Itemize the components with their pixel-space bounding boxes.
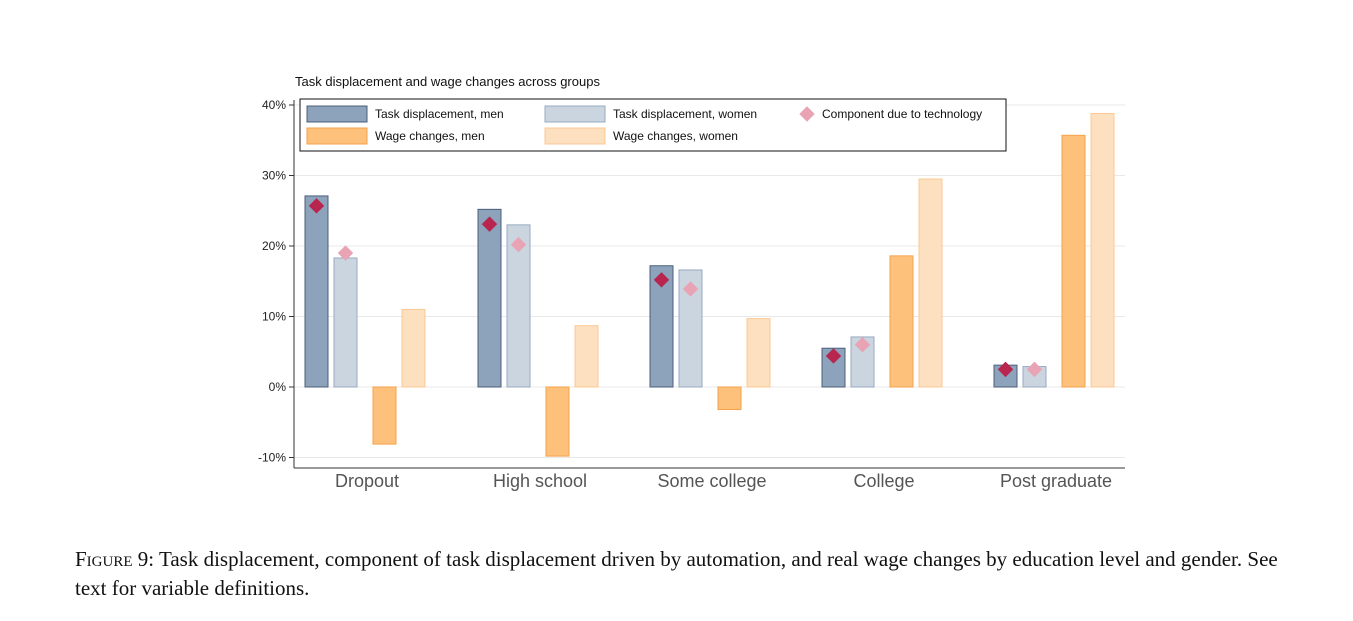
chart-title: Task displacement and wage changes acros… [295,74,600,89]
x-category-label: High school [493,471,587,491]
technology-marker [481,216,498,232]
bar [477,208,502,388]
technology-marker [337,245,354,261]
legend-marker [799,106,815,122]
gridlines [294,104,1125,458]
x-category-label: Some college [657,471,766,491]
legend: Task displacement, men Task displacement,… [299,98,1007,152]
x-category-label: College [853,471,914,491]
bar [506,224,531,388]
bars [304,112,1115,457]
figure-caption: Figure 9: Task displacement, component o… [75,545,1305,603]
bar [333,257,358,388]
legend-swatch [306,127,368,145]
chart-panel: Task displacement and wage changes acros… [227,55,1147,515]
bar [746,318,771,388]
y-tick-label: 0% [269,380,287,394]
bar [678,269,703,388]
legend-label: Task displacement, women [613,107,757,121]
legend-swatch [544,127,606,145]
bar [574,325,599,388]
y-tick-label: 20% [262,239,286,253]
technology-marker [510,236,527,253]
legend-label: Wage changes, men [375,129,485,143]
legend-label: Task displacement, men [375,107,504,121]
caption-text: Task displacement, component of task dis… [75,547,1278,600]
technology-marker [1026,361,1043,378]
bar [545,386,570,457]
technology-marker [854,336,871,353]
technology-marker [825,348,842,364]
bar [304,195,329,388]
chart-svg: Task displacement and wage changes acros… [258,74,1125,491]
bar [889,255,914,388]
bar [401,308,426,388]
bar [1061,134,1086,388]
bar [717,386,742,411]
legend-swatch [306,105,368,123]
bar [1090,112,1115,388]
y-tick-label: 40% [262,98,286,112]
technology-marker [653,272,670,288]
y-tick-label: 10% [262,310,286,324]
figure-label: Figure 9: [75,547,155,571]
bar [372,386,397,445]
legend-label: Wage changes, women [613,129,738,143]
technology-marker [997,361,1014,378]
x-category-label: Dropout [335,471,399,491]
markers [308,198,1043,378]
x-category-label: Post graduate [1000,471,1112,491]
y-tick-label: 30% [262,169,286,183]
bar [918,178,943,388]
y-tick-label: -10% [258,451,286,465]
legend-label: Component due to technology [822,107,982,121]
bar [850,336,875,388]
legend-box [299,98,1007,152]
technology-marker [308,198,325,214]
technology-marker [682,281,699,297]
axes: -10% 0% 10% 20% 30% 40% Dropout High school Some… [258,98,1125,491]
legend-swatch [544,105,606,123]
bar [649,265,674,388]
